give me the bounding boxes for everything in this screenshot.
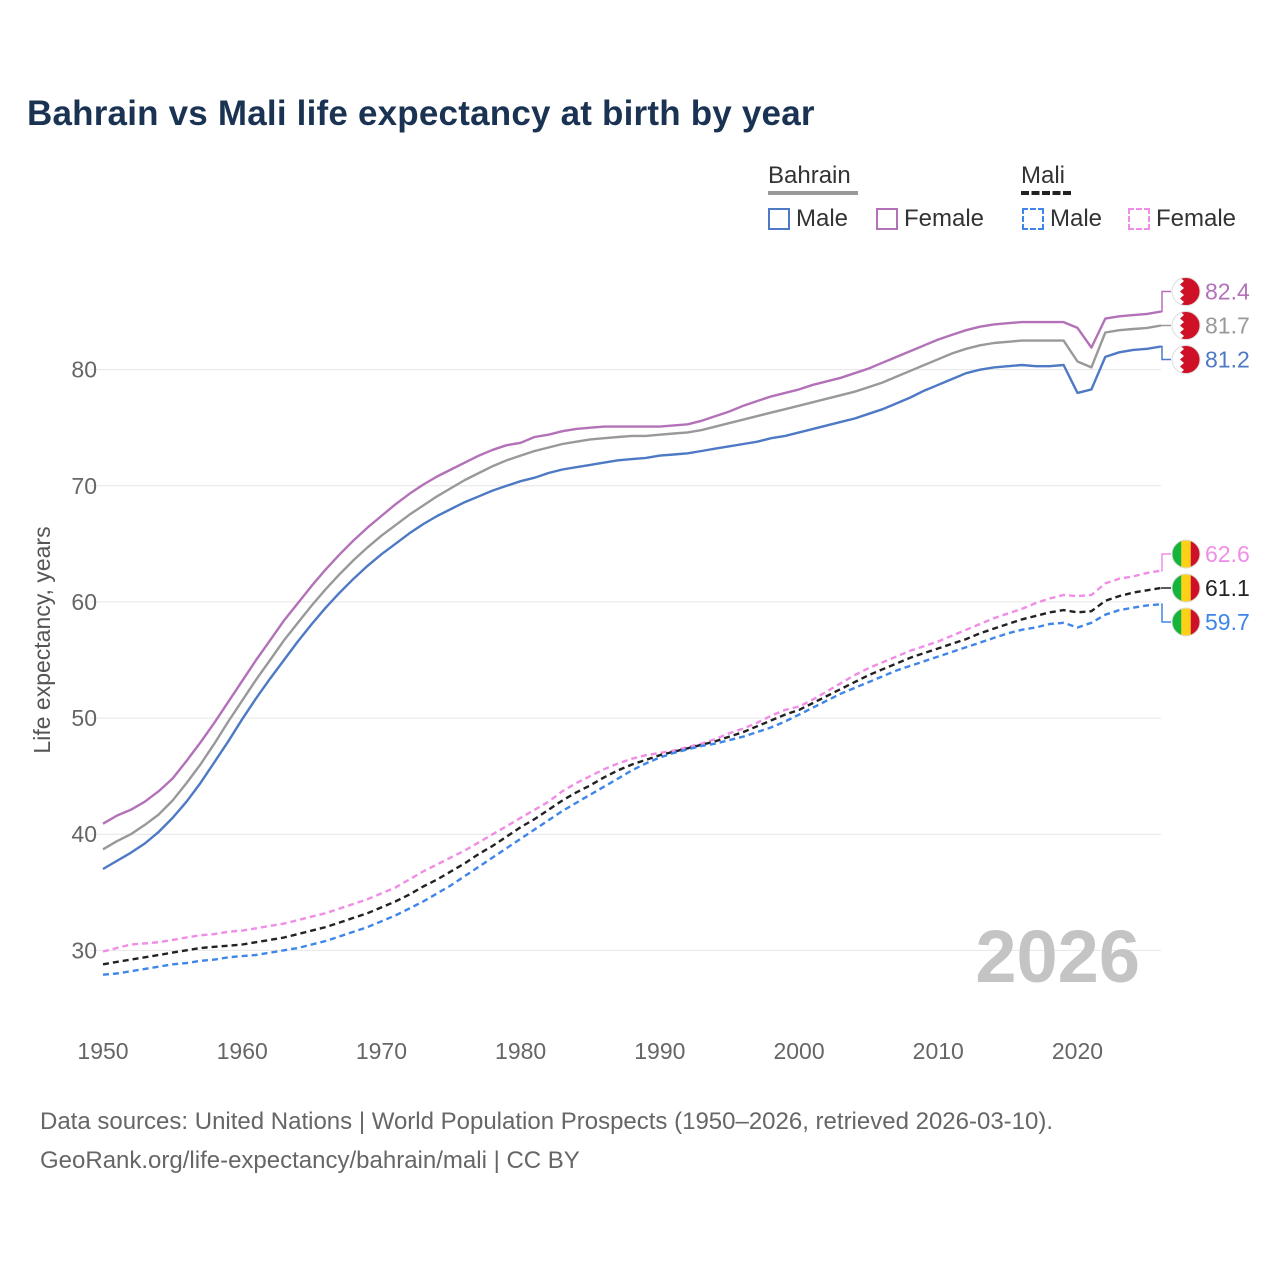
legend-item-mali-female[interactable]: Female [1128, 205, 1236, 233]
legend-bar-mali [1021, 191, 1071, 195]
flag-green-mali-female [1172, 540, 1182, 568]
footer-sources: Data sources: United Nations | World Pop… [40, 1108, 1054, 1135]
connector-mali-female [1161, 553, 1171, 572]
series-line-bahrain-male [102, 345, 1162, 871]
flag-ring-mali-female [1171, 539, 1201, 569]
y-tick-80: 80 [71, 357, 97, 383]
flag-clip-mali-female [1172, 540, 1200, 568]
x-tick-1980: 1980 [495, 1038, 546, 1064]
end-label-mali-male: 59.7 [1205, 609, 1250, 635]
end-label-mali-female: 62.6 [1205, 541, 1250, 567]
flag-bahrain-male [1171, 345, 1201, 375]
flag-clip-bahrain-total [1172, 311, 1200, 340]
series-line-mali-total [102, 586, 1162, 966]
x-tick-1950: 1950 [77, 1038, 128, 1064]
chart-title: Bahrain vs Mali life expectancy at birth… [27, 94, 815, 133]
legend-label-bahrain-male: Male [796, 205, 849, 232]
y-tick-50: 50 [71, 705, 97, 731]
y-tick-60: 60 [71, 589, 97, 615]
connector-mali-male [1161, 603, 1171, 623]
x-tick-1970: 1970 [356, 1038, 407, 1064]
x-tick-1990: 1990 [634, 1038, 685, 1064]
y-tick-70: 70 [71, 473, 97, 499]
flag-bahrain-female [1171, 277, 1201, 307]
flag-yellow-mali-total [1181, 574, 1191, 602]
legend-label-bahrain-female: Female [904, 205, 985, 232]
flag-yellow-mali-male [1181, 608, 1191, 636]
flag-clip-bahrain-female [1172, 277, 1200, 306]
legend-item-bahrain-male[interactable]: Male [768, 205, 848, 233]
legend-label-mali-male: Male [1050, 205, 1103, 232]
x-tick-2000: 2000 [773, 1038, 824, 1064]
end-labels: 82.4 81.7 81.2 62.6 61.1 59.7 [1161, 277, 1250, 637]
flag-red-mali-total [1190, 574, 1200, 602]
flag-ring-mali-total [1171, 573, 1201, 603]
flag-white-bahrain-female [1172, 277, 1184, 306]
flag-bahrain-total [1171, 311, 1201, 341]
legend-bar-bahrain [768, 191, 858, 195]
end-label-mali-total: 61.1 [1205, 575, 1250, 601]
legend-item-mali-male[interactable]: Male [1022, 205, 1102, 233]
legend-swatch-mali-female [1128, 208, 1150, 230]
x-tick-2010: 2010 [913, 1038, 964, 1064]
legend-swatch-bahrain-female [876, 208, 898, 230]
legend-swatch-mali-male [1022, 208, 1044, 230]
year-watermark: 2026 [975, 915, 1140, 998]
series-line-bahrain-total [102, 324, 1162, 851]
flag-mali-male [1171, 607, 1201, 637]
flag-white-bahrain-total [1172, 311, 1184, 340]
flag-red-mali-male [1190, 608, 1200, 636]
flag-white-bahrain-male [1172, 345, 1184, 374]
flag-ring-bahrain-male [1171, 345, 1201, 375]
flag-red-mali-female [1190, 540, 1200, 568]
end-label-bahrain-total: 81.7 [1205, 313, 1250, 339]
x-axis-ticks: 1950 1960 1970 1980 1990 2000 2010 2020 [77, 1038, 1103, 1064]
y-axis-label: Life expectancy, years [29, 526, 55, 753]
y-tick-40: 40 [71, 821, 97, 847]
series-line-bahrain-female [102, 310, 1162, 825]
flag-ring-mali-male [1171, 607, 1201, 637]
series-line-mali-female [102, 569, 1162, 953]
flag-mali-total [1171, 573, 1201, 603]
end-label-bahrain-female: 82.4 [1205, 279, 1250, 305]
flag-green-mali-male [1172, 608, 1182, 636]
grid-lines [90, 369, 1161, 951]
series-line-mali-male [102, 603, 1162, 976]
legend-swatch-bahrain-male [768, 208, 790, 230]
legend-group-bahrain[interactable]: Bahrain [768, 162, 851, 189]
x-tick-1960: 1960 [217, 1038, 268, 1064]
flag-yellow-mali-female [1181, 540, 1191, 568]
flag-ring-bahrain-female [1171, 277, 1201, 307]
connector-bahrain-female [1161, 290, 1171, 313]
flag-clip-mali-total [1172, 574, 1200, 602]
flag-green-mali-total [1172, 574, 1182, 602]
end-label-bahrain-male: 81.2 [1205, 347, 1250, 373]
legend-label-mali-female: Female [1156, 205, 1237, 232]
flag-clip-mali-male [1172, 608, 1200, 636]
legend-item-bahrain-female[interactable]: Female [876, 205, 984, 233]
footer-link[interactable]: GeoRank.org/life-expectancy/bahrain/mali… [40, 1147, 580, 1174]
legend-group-mali[interactable]: Mali [1021, 162, 1066, 189]
flag-clip-bahrain-male [1172, 345, 1200, 374]
x-tick-2020: 2020 [1052, 1038, 1103, 1064]
connector-bahrain-male [1161, 345, 1171, 361]
flag-ring-bahrain-total [1171, 311, 1201, 341]
y-tick-30: 30 [71, 937, 97, 963]
flag-mali-female [1171, 539, 1201, 569]
series-lines [102, 310, 1162, 976]
y-axis-ticks: 30 40 50 60 70 80 [71, 357, 97, 964]
